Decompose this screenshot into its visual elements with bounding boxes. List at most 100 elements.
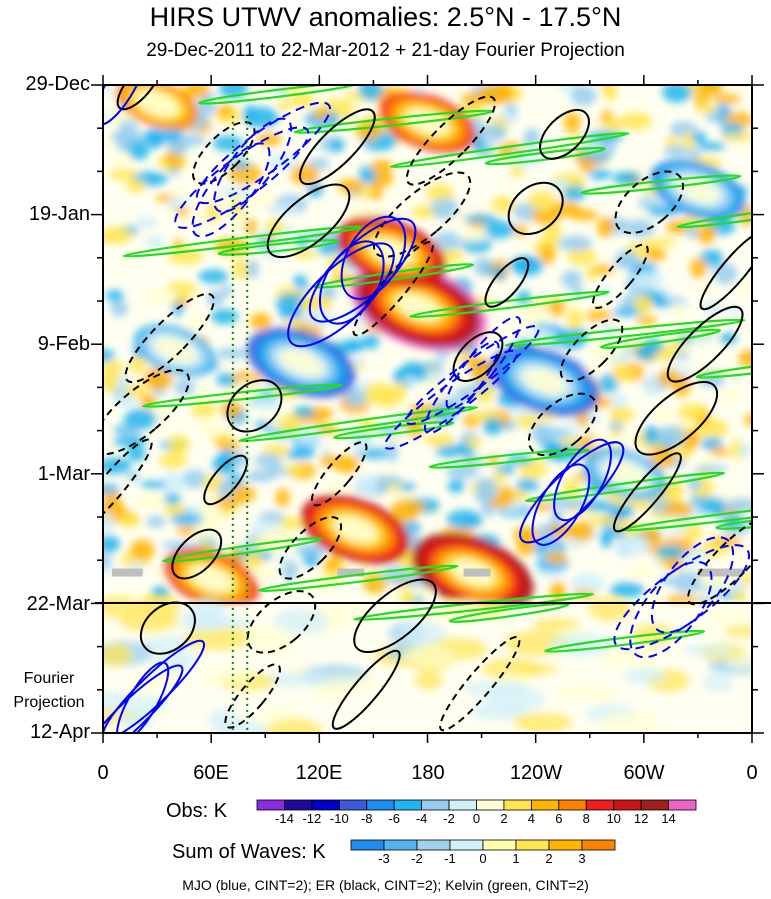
anomaly-cell <box>539 244 556 265</box>
er-contour <box>484 257 530 308</box>
anomaly-cell <box>164 493 182 505</box>
projection-cell <box>699 608 752 622</box>
anomaly-cell <box>682 524 703 542</box>
anomaly-cell <box>611 391 628 412</box>
er-contour <box>539 108 590 160</box>
colorbar-tick-label: 2 <box>545 851 552 866</box>
anomaly-cell <box>358 85 384 101</box>
anomaly-cell <box>609 420 623 432</box>
anomaly-cell <box>604 85 618 102</box>
anomaly-cell <box>510 487 528 504</box>
anomaly-cell <box>655 545 686 559</box>
anomaly-cell <box>220 284 233 297</box>
anomaly-cell <box>545 551 568 564</box>
anomaly-cell <box>610 582 645 598</box>
anomaly-cell <box>612 171 641 185</box>
anomaly-cell <box>140 480 168 489</box>
anomaly-cell <box>302 308 335 328</box>
colorbar-tick-label: -1 <box>444 851 456 866</box>
kelvin-contour <box>313 263 475 289</box>
colorbar-tick-label: 1 <box>512 851 519 866</box>
kelvin-contour <box>600 328 722 349</box>
anomaly-cell <box>109 168 140 181</box>
x-tick-label: 60E <box>193 762 229 784</box>
colorbar-swatch <box>383 839 418 851</box>
projection-cell <box>722 624 752 638</box>
anomaly-cell <box>176 205 189 217</box>
anomaly-feature <box>136 90 179 117</box>
anomaly-cell <box>103 566 115 575</box>
anomaly-cell <box>697 142 726 151</box>
anomaly-cell <box>212 135 244 152</box>
anomaly-cell <box>103 360 123 372</box>
y-tick-label: 19-Jan <box>28 203 90 225</box>
anomaly-cell <box>370 159 393 176</box>
mjo-contour <box>629 560 713 659</box>
anomaly-cell <box>406 530 420 549</box>
kelvin-contour <box>428 448 590 469</box>
anomaly-cell <box>113 153 130 168</box>
anomaly-cell <box>642 338 665 353</box>
anomaly-cell <box>633 295 654 314</box>
kelvin-contour <box>580 174 742 195</box>
anomaly-cell <box>477 85 513 105</box>
kelvin-contour <box>524 471 725 503</box>
anomaly-cell <box>461 519 481 528</box>
anomaly-cell <box>696 223 717 245</box>
colorbar-tick-label: -12 <box>302 811 321 826</box>
anomaly-cell <box>243 106 279 129</box>
anomaly-cell <box>648 446 676 469</box>
anomaly-cell <box>129 539 155 561</box>
kelvin-contour <box>333 420 455 440</box>
kelvin-contour <box>257 564 459 593</box>
anomaly-cell <box>163 503 186 516</box>
anomaly-cell <box>275 100 292 110</box>
projection-cell <box>267 671 334 688</box>
er-contour <box>124 292 215 384</box>
kelvin-contour <box>715 513 752 530</box>
anomaly-cell <box>103 85 113 94</box>
er-contour <box>192 121 256 185</box>
anomaly-cell <box>390 499 426 515</box>
obs-colorbar: -14 -12 -10 -8 -6 -4 -2 0 2 4 6 8 10 12 14 <box>256 799 697 826</box>
projection-cell <box>399 620 447 647</box>
colorbar-tick-label: 2 <box>500 811 507 826</box>
projection-cell <box>622 667 667 685</box>
projection-cell <box>103 642 133 668</box>
anomaly-cell <box>321 482 356 491</box>
anomaly-cell <box>662 85 692 103</box>
anomaly-cell <box>399 482 416 492</box>
anomaly-cell <box>527 190 557 211</box>
anomaly-cell <box>158 452 188 469</box>
colorbar-swatch <box>284 799 313 811</box>
anomaly-cell <box>117 427 141 440</box>
anomaly-cell <box>646 248 667 262</box>
anomaly-cell <box>588 515 618 526</box>
mjo-contour <box>553 438 612 522</box>
anomaly-cell <box>173 379 196 396</box>
anomaly-cell <box>425 433 455 447</box>
x-tick-label: 60W <box>623 762 665 784</box>
anomaly-cell <box>266 153 298 171</box>
projection-cell <box>317 601 367 623</box>
anomaly-cell <box>103 535 120 554</box>
anomaly-cell <box>600 528 614 548</box>
anomaly-cell <box>126 178 146 193</box>
anomaly-cell <box>197 503 223 519</box>
anomaly-cell <box>712 94 741 105</box>
mjo-contour <box>340 215 407 300</box>
anomaly-cell <box>463 214 499 224</box>
anomaly-cell <box>615 535 651 556</box>
er-contour <box>439 636 521 732</box>
kelvin-contour <box>198 85 360 105</box>
anomaly-cell <box>663 501 694 518</box>
colorbar-tick-label: -4 <box>416 811 428 826</box>
projection-cell <box>598 711 660 733</box>
colorbar-swatch <box>515 839 550 851</box>
anomaly-cell <box>699 249 723 267</box>
anomaly-cell <box>355 474 378 495</box>
anomaly-cell <box>216 104 234 117</box>
y-tick-label: 29-Dec <box>25 73 90 95</box>
y-tick-label: 1-Mar <box>37 463 90 485</box>
